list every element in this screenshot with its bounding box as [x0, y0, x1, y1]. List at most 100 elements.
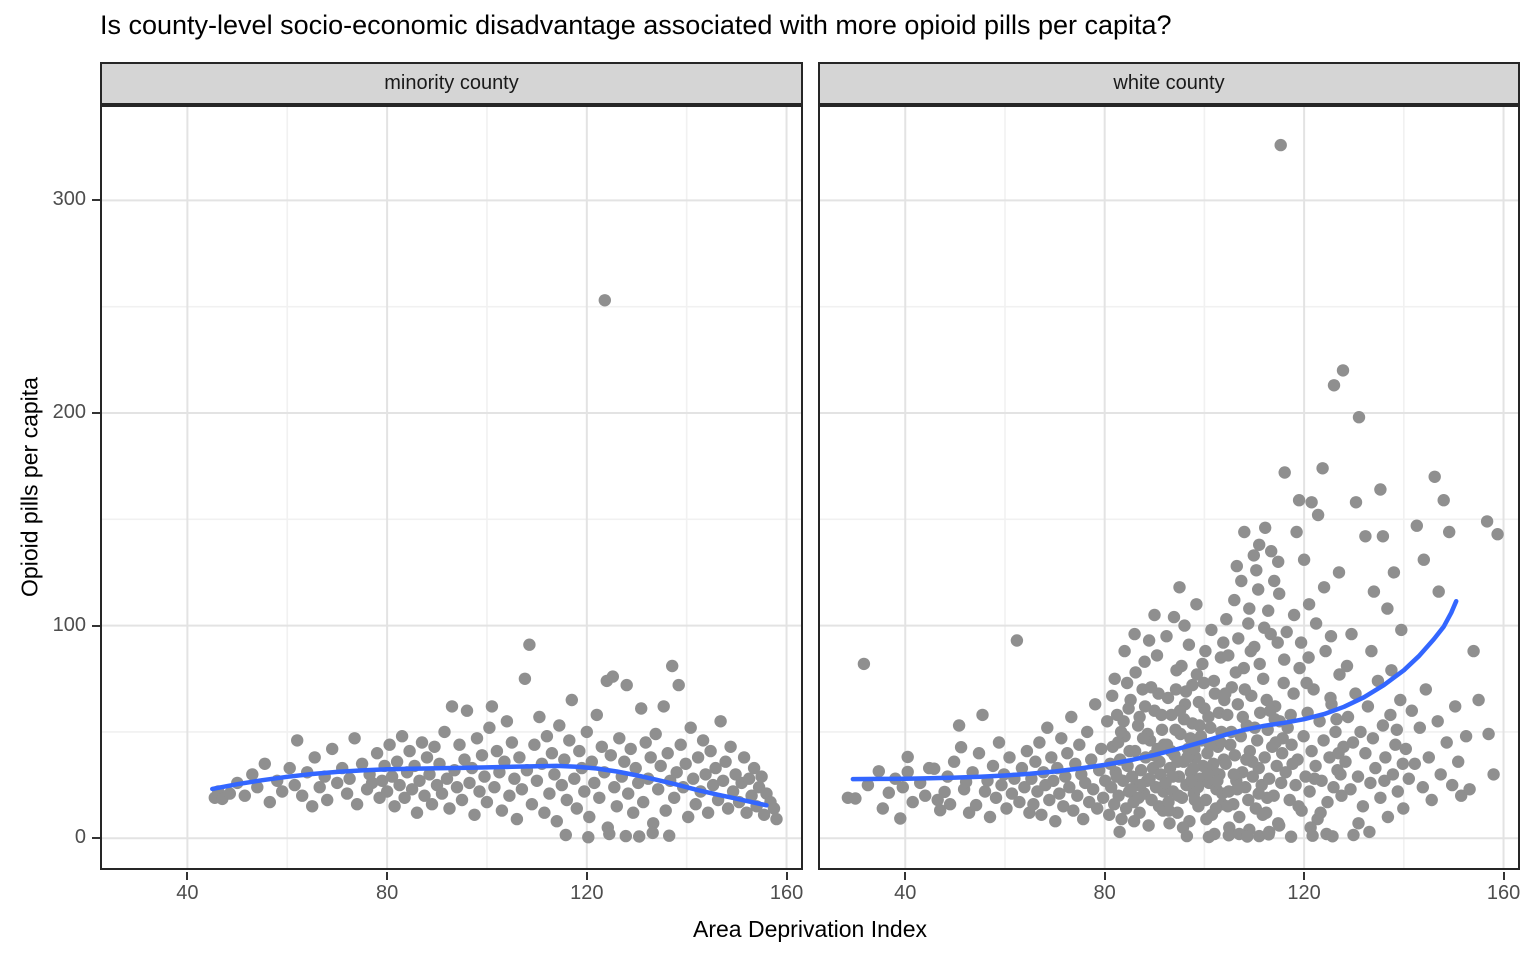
data-point [438, 725, 451, 739]
data-point [1352, 817, 1365, 830]
data-point [1263, 772, 1276, 785]
data-point [978, 785, 992, 798]
data-point [1252, 583, 1265, 596]
data-point [1221, 708, 1234, 722]
data-point [1365, 644, 1378, 658]
smooth-line [850, 598, 1459, 782]
data-point [896, 781, 909, 794]
data-point [398, 791, 411, 804]
data-point [1254, 706, 1267, 719]
data-point [1251, 734, 1264, 747]
data-point [518, 672, 532, 685]
data-point [455, 793, 469, 807]
data-point [1293, 661, 1306, 675]
data-point [558, 753, 571, 766]
data-point [635, 702, 648, 715]
data-point [629, 761, 642, 775]
data-point [348, 732, 361, 745]
data-point [1270, 759, 1283, 773]
data-point [590, 708, 603, 722]
data-point [934, 804, 947, 817]
data-point [380, 785, 394, 798]
data-point [755, 770, 768, 783]
data-point [1250, 564, 1263, 577]
data-point [423, 768, 436, 781]
data-point [1192, 695, 1206, 709]
x-tick-mark [1502, 872, 1505, 880]
y-tick-label: 300 [52, 188, 86, 211]
data-point [1150, 649, 1164, 662]
data-point [1363, 825, 1376, 839]
data-point [1339, 755, 1352, 768]
data-point [1221, 800, 1234, 813]
plot-area-minority [102, 107, 801, 868]
data-point [969, 798, 983, 812]
points-layer [841, 138, 1504, 844]
data-point [1117, 715, 1130, 728]
data-point [603, 827, 616, 841]
data-point [355, 757, 369, 770]
data-point [757, 808, 771, 821]
data-point [545, 747, 559, 760]
x-tick-mark [186, 872, 189, 880]
data-point [983, 810, 997, 824]
data-point [525, 798, 539, 811]
data-point [857, 657, 871, 671]
data-point [1317, 581, 1331, 594]
data-point [1208, 687, 1222, 700]
data-point [647, 817, 660, 830]
data-point [475, 749, 489, 762]
data-point [682, 810, 695, 824]
data-point [1095, 742, 1108, 756]
data-point [1262, 604, 1275, 617]
data-point [238, 789, 251, 802]
data-point [1452, 755, 1465, 768]
data-point [1425, 793, 1438, 807]
data-point [1316, 462, 1329, 475]
data-point [1253, 657, 1266, 671]
data-point [1273, 819, 1286, 832]
x-tick-mark [904, 872, 907, 880]
data-point [719, 755, 732, 768]
data-point [1349, 496, 1363, 509]
data-point [415, 736, 429, 749]
data-point [1455, 789, 1468, 802]
data-point [1228, 593, 1241, 607]
data-point [1361, 700, 1375, 713]
data-point [306, 800, 319, 813]
data-point [1124, 783, 1138, 796]
data-point [1222, 649, 1235, 662]
data-point [1020, 744, 1034, 758]
data-point [1351, 770, 1365, 783]
data-point [1105, 781, 1118, 794]
data-point [540, 730, 554, 743]
data-point [1284, 830, 1298, 843]
data-point [1431, 715, 1444, 728]
data-point [1173, 581, 1186, 594]
y-axis-title: Opioid pills per capita [16, 377, 43, 597]
data-point [595, 740, 608, 753]
data-point [246, 768, 259, 781]
data-point [1231, 698, 1244, 711]
data-point [1309, 617, 1323, 630]
x-axis-title: Area Deprivation Index [693, 916, 927, 942]
data-point [849, 792, 862, 805]
data-point [1127, 815, 1141, 828]
data-point [604, 749, 617, 762]
x-tick-label: 160 [769, 882, 804, 904]
data-point [1305, 744, 1318, 758]
data-point [1395, 623, 1408, 637]
data-point [488, 781, 501, 794]
data-point [1302, 651, 1315, 664]
data-point [1053, 787, 1066, 800]
data-point [1113, 825, 1126, 839]
data-point [1311, 508, 1325, 522]
data-point [1335, 789, 1348, 802]
data-point [1264, 704, 1277, 717]
data-point [1306, 829, 1319, 842]
data-point [663, 829, 676, 842]
data-point [872, 765, 885, 778]
data-point [767, 802, 781, 815]
data-point [1097, 791, 1110, 804]
